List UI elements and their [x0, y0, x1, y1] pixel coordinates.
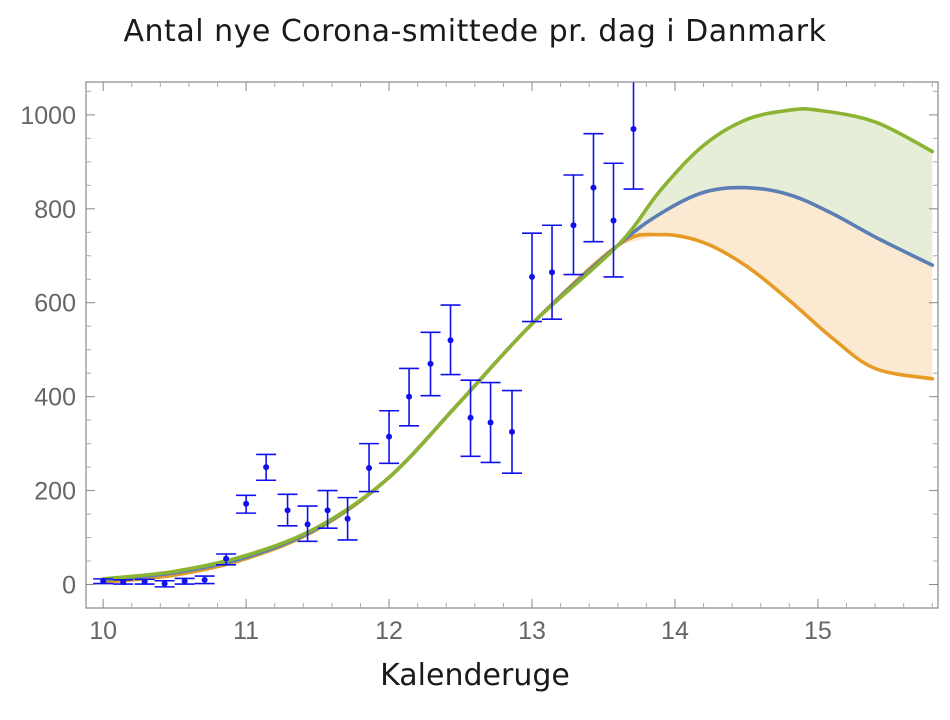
observation-10 [297, 505, 318, 543]
y-tick-label-200: 200 [34, 478, 76, 506]
observation-22 [542, 224, 563, 320]
observation-12 [337, 496, 358, 541]
observation-13 [359, 442, 380, 493]
data-point [141, 578, 148, 585]
series-line-2 [101, 107, 935, 581]
x-tick-label-15: 15 [804, 617, 832, 645]
observation-4 [174, 577, 195, 585]
data-point [529, 273, 536, 280]
observation-9 [277, 493, 298, 527]
plot-content [93, 82, 935, 588]
y-tick-label-1000: 1000 [20, 102, 76, 130]
x-tick-label-12: 12 [375, 617, 403, 645]
data-point [100, 578, 107, 585]
observation-8 [256, 453, 277, 482]
x-axis-label: Kalenderuge [380, 658, 570, 693]
data-point [324, 507, 331, 514]
data-point [223, 555, 230, 562]
data-point [570, 222, 577, 229]
y-tick-label-0: 0 [62, 572, 76, 600]
data-point [610, 217, 617, 224]
x-tick-label-10: 10 [89, 617, 117, 645]
observation-6 [216, 553, 237, 566]
plot-frame [85, 81, 939, 609]
data-point [467, 414, 474, 421]
data-point [447, 337, 454, 344]
data-point [366, 465, 373, 472]
y-tick-label-400: 400 [34, 384, 76, 412]
data-point [304, 521, 311, 528]
observation-11 [317, 489, 338, 529]
observation-2 [134, 578, 155, 585]
y-tick-label-800: 800 [34, 196, 76, 224]
data-point [386, 433, 393, 440]
x-tick-label-11: 11 [233, 617, 259, 645]
observation-24 [583, 132, 604, 243]
data-point [590, 184, 597, 191]
observation-18 [460, 379, 481, 458]
data-point [161, 580, 168, 587]
observation-26 [623, 82, 644, 190]
x-tick-label-14: 14 [661, 617, 689, 645]
forecast-band-0 [617, 110, 933, 266]
data-point [181, 578, 188, 585]
data-point [509, 428, 515, 435]
data-point [630, 125, 637, 132]
observation-20 [502, 389, 522, 475]
chart-title: Antal nye Corona-smittede pr. dag i Danm… [123, 14, 827, 49]
observation-19 [480, 381, 501, 464]
observation-17 [440, 304, 461, 376]
data-point [344, 515, 351, 522]
data-point [549, 269, 556, 276]
observation-21 [522, 232, 543, 323]
data-point [263, 464, 270, 471]
data-point [487, 419, 494, 426]
observation-16 [420, 331, 441, 397]
observation-0 [93, 578, 114, 585]
observation-1 [113, 579, 134, 586]
forecast-band-1 [617, 187, 933, 379]
x-tick-label-13: 13 [518, 617, 546, 645]
data-point [406, 393, 413, 400]
observation-23 [563, 174, 584, 276]
observation-25 [603, 162, 624, 278]
observation-5 [194, 575, 215, 585]
data-point [243, 500, 250, 507]
observation-14 [379, 409, 400, 465]
observation-3 [154, 579, 175, 588]
y-tick-label-600: 600 [34, 290, 76, 318]
data-point [427, 360, 434, 367]
data-point [284, 507, 291, 514]
data-point [201, 576, 208, 583]
observation-7 [236, 494, 257, 514]
data-point [120, 579, 127, 586]
observation-15 [399, 367, 420, 427]
